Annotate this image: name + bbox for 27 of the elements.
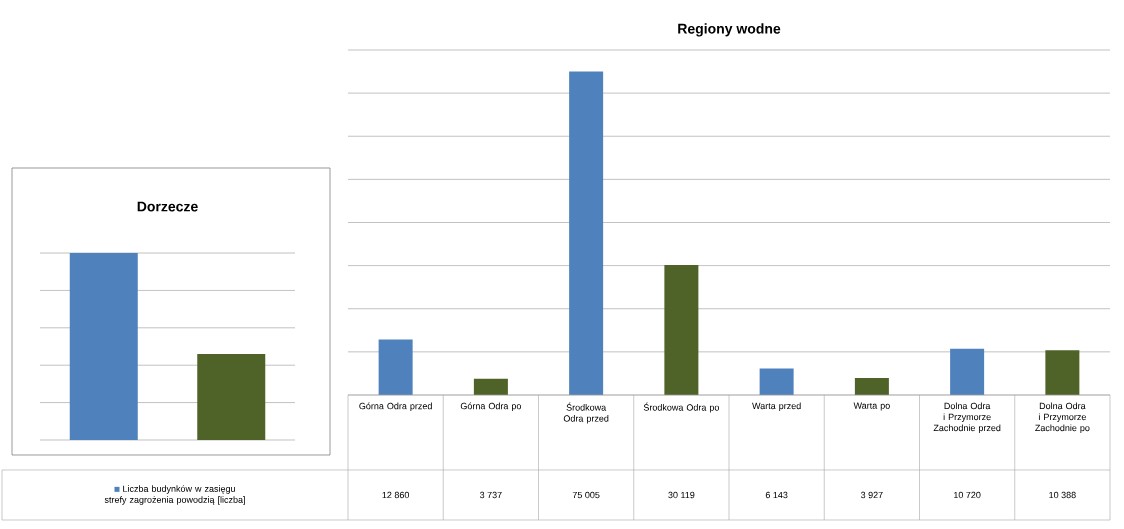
- data-label: 3 737: [479, 491, 502, 499]
- data-label: 10 720: [954, 491, 981, 499]
- bar: [759, 368, 794, 395]
- data-label: 10 388: [1049, 491, 1076, 499]
- data-label: 6 143: [765, 491, 788, 499]
- legend-label: Liczba budynków w zasięgu strefy zagrożenia powodzią [liczba]: [104, 485, 245, 505]
- bar: [378, 339, 413, 395]
- data-label: 75 005: [572, 491, 600, 499]
- x-tick-label: Dolna Odra i Przymorze Zachodnie przed: [933, 402, 1001, 433]
- bar: [569, 71, 604, 395]
- data-label: 12 860: [382, 491, 410, 499]
- data-label: 3 927: [860, 491, 883, 499]
- x-tick-label: Środkowa Odra po: [643, 402, 720, 413]
- bar: [854, 378, 889, 395]
- bar: [950, 348, 985, 395]
- x-tick-label: Warta po: [853, 402, 890, 411]
- bar: [664, 265, 699, 395]
- chart-title: Dorzecze: [137, 201, 198, 212]
- x-tick-label: Dolna Odra i Przymorze Zachodnie po: [1035, 402, 1090, 433]
- x-tick-label: Warta przed: [752, 402, 801, 411]
- chart-title: Regiony wodne: [678, 23, 781, 37]
- x-tick-label: Górna Odra przed: [359, 402, 432, 412]
- data-label: 30 119: [668, 491, 695, 499]
- bar: [473, 378, 508, 395]
- x-tick-label: Środkowa Odra przed: [563, 402, 609, 424]
- bar: [1045, 350, 1080, 395]
- x-tick-label: Górna Odra po: [460, 402, 522, 412]
